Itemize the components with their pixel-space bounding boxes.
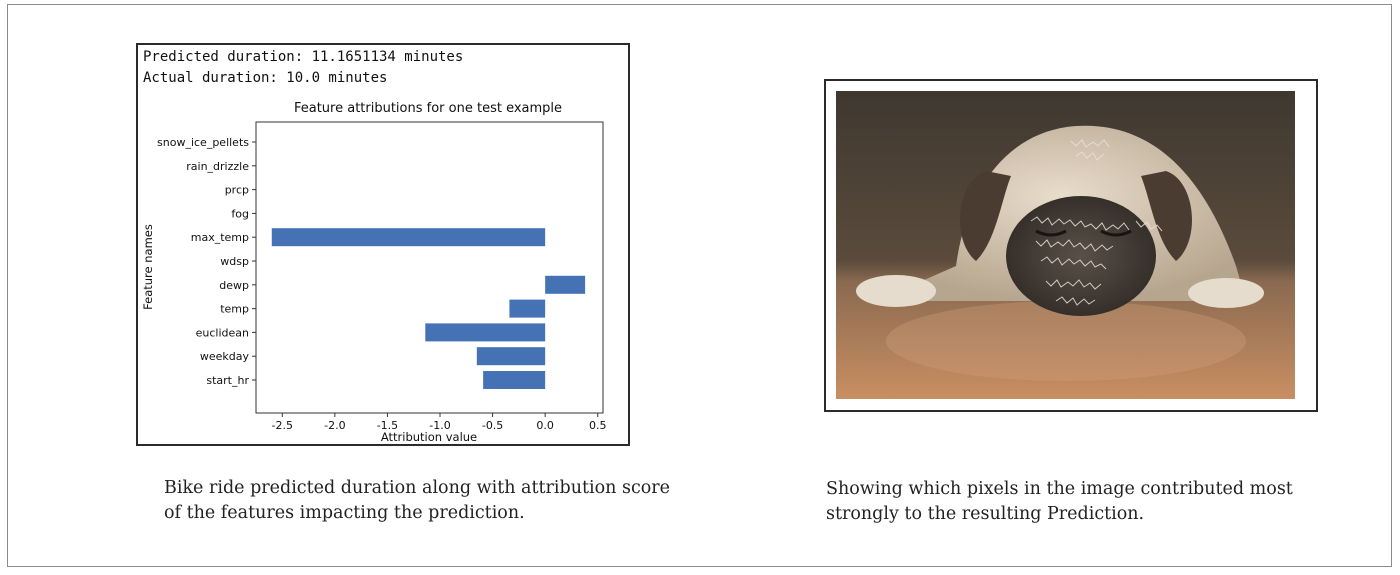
x-tick-label: -0.5 xyxy=(482,419,503,432)
y-axis-label: Feature names xyxy=(141,224,155,310)
y-tick-label: max_temp xyxy=(191,231,249,244)
right-caption-line-1: Showing which pixels in the image contri… xyxy=(826,479,1293,499)
left-caption: Bike ride predicted duration along with … xyxy=(164,476,670,526)
y-tick-label: dewp xyxy=(219,279,249,292)
plot-area-frame xyxy=(255,121,604,414)
x-tick-label: -2.0 xyxy=(324,419,345,432)
y-tick-label: start_hr xyxy=(206,374,249,387)
x-tick-label: 0.0 xyxy=(536,419,554,432)
y-tick-label: prcp xyxy=(225,184,249,197)
left-caption-line-2: of the features impacting the prediction… xyxy=(164,503,525,523)
y-tick-label: weekday xyxy=(200,350,250,363)
bar-weekday xyxy=(476,347,546,366)
x-tick-label: -1.0 xyxy=(429,419,450,432)
actual-duration-text: Actual duration: 10.0 minutes xyxy=(143,70,388,86)
right-caption: Showing which pixels in the image contri… xyxy=(826,477,1293,527)
attribution-bar-chart: Feature attributions for one test exampl… xyxy=(141,101,607,444)
x-tick-label: 0.5 xyxy=(589,419,607,432)
x-axis-label: Attribution value xyxy=(381,430,477,444)
x-tick-label: -1.5 xyxy=(377,419,398,432)
chart-title: Feature attributions for one test exampl… xyxy=(294,101,562,116)
bar-start_hr xyxy=(483,371,546,389)
predicted-duration-text: Predicted duration: 11.1651134 minutes xyxy=(143,49,464,65)
right-caption-line-2: strongly to the resulting Prediction. xyxy=(826,504,1145,524)
y-tick-label: rain_drizzle xyxy=(186,160,249,173)
y-tick-label: temp xyxy=(220,303,249,316)
bar-max_temp xyxy=(271,228,546,247)
pug-attribution-image-panel xyxy=(824,79,1318,412)
x-tick-label: -2.5 xyxy=(272,419,293,432)
bar-dewp xyxy=(545,275,586,294)
attribution-chart-panel: Predicted duration: 11.1651134 minutes A… xyxy=(136,43,630,446)
pug-attribution-image xyxy=(836,91,1295,399)
y-tick-label: snow_ice_pellets xyxy=(157,136,249,149)
bar-euclidean xyxy=(425,323,546,342)
left-caption-line-1: Bike ride predicted duration along with … xyxy=(164,478,671,498)
x-tick-labels-group: -2.5 -2.0 -1.5 -1.0 -0.5 0.0 0.5 xyxy=(272,413,607,432)
y-tick-label: fog xyxy=(231,207,249,220)
y-tick-label: wdsp xyxy=(220,255,249,268)
bars-group xyxy=(271,228,586,389)
y-tick-label: euclidean xyxy=(196,326,249,339)
outer-frame xyxy=(7,4,1392,567)
bar-temp xyxy=(509,299,546,318)
